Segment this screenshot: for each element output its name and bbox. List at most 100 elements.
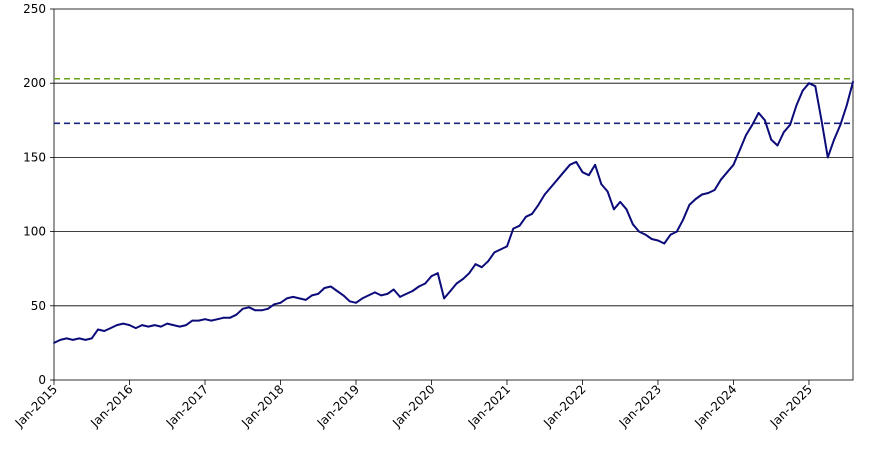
data-point (53, 342, 55, 344)
data-point (185, 324, 188, 326)
data-point (575, 161, 578, 163)
gridlines (54, 82, 853, 307)
data-point (197, 319, 200, 322)
data-point (751, 123, 754, 126)
x-axis: Jan-2015 Jan-2016 Jan-2017 Jan-2018 Jan-2019… (12, 380, 815, 431)
plot-area (53, 8, 854, 381)
data-point (216, 318, 219, 321)
data-point (789, 123, 791, 126)
data-point (304, 299, 307, 301)
y-tick-label: 50 (31, 299, 46, 313)
y-tick-label: 0 (38, 373, 46, 387)
data-point (487, 260, 489, 263)
x-tick-label: Jan-2020 (389, 382, 437, 430)
data-point (90, 337, 93, 340)
data-point (317, 293, 320, 295)
data-point (311, 294, 313, 297)
data-point (235, 313, 238, 316)
data-point (392, 288, 395, 291)
data-point (59, 339, 62, 341)
data-point (405, 293, 408, 295)
data-point (826, 156, 829, 159)
data-point (279, 301, 282, 304)
data-point (814, 85, 817, 88)
data-point (764, 119, 766, 122)
data-point (594, 163, 596, 166)
data-point (613, 208, 615, 211)
data-point (657, 239, 659, 242)
data-point (776, 144, 779, 147)
data-point (619, 201, 622, 203)
data-point (323, 287, 326, 289)
data-point (512, 227, 515, 230)
data-point (122, 322, 125, 325)
data-point (336, 290, 338, 292)
data-point (688, 204, 691, 206)
data-point (248, 306, 250, 309)
data-point (801, 89, 804, 92)
data-point (147, 325, 150, 328)
data-point (795, 104, 798, 107)
data-point (443, 297, 445, 300)
data-point (254, 309, 257, 312)
data-point (109, 327, 112, 329)
data-point (726, 171, 729, 174)
data-point (386, 293, 389, 295)
data-point (134, 327, 137, 329)
y-tick-label: 100 (23, 225, 46, 239)
data-point (600, 183, 603, 186)
y-tick-label: 150 (23, 150, 46, 164)
data-point (153, 324, 156, 326)
data-point (116, 324, 118, 326)
data-point (770, 138, 773, 141)
data-point (455, 282, 458, 285)
data-point (223, 316, 225, 319)
data-point (694, 198, 697, 200)
data-point (342, 294, 345, 297)
x-tick-label: Jan-2017 (163, 382, 211, 430)
data-point (97, 328, 99, 331)
series-layer (53, 80, 854, 344)
data-point (644, 233, 647, 236)
y-tick-label: 250 (23, 2, 46, 16)
data-point (506, 245, 508, 248)
data-point (260, 309, 263, 312)
data-point (833, 138, 835, 141)
data-point (418, 285, 420, 288)
data-point (682, 218, 684, 221)
data-point (374, 291, 376, 294)
data-point (543, 193, 546, 196)
x-tick-label: Jan-2025 (767, 382, 815, 430)
data-point (329, 285, 332, 288)
data-point (292, 296, 294, 298)
data-point (273, 303, 276, 306)
data-point (128, 324, 131, 326)
data-point (606, 190, 609, 193)
data-point (172, 324, 175, 326)
data-point (707, 192, 710, 194)
data-point (462, 278, 464, 280)
data-point (424, 282, 427, 285)
data-point (436, 272, 439, 275)
data-point (141, 324, 144, 326)
x-tick-label: Jan-2019 (314, 382, 362, 430)
data-point (210, 319, 213, 322)
data-point (562, 171, 565, 174)
data-point (468, 272, 471, 275)
data-point (820, 119, 823, 122)
data-point (745, 134, 747, 137)
data-point (411, 290, 414, 292)
x-tick-label: Jan-2016 (87, 382, 135, 430)
data-point (669, 233, 672, 236)
data-point (474, 263, 477, 266)
data-point (675, 230, 678, 233)
data-point (625, 208, 628, 211)
data-point (229, 316, 232, 319)
data-point (569, 163, 571, 166)
data-point (160, 325, 162, 328)
data-point (84, 339, 87, 341)
data-point (493, 251, 496, 254)
data-point (204, 318, 206, 321)
data-point (348, 300, 351, 303)
data-point (449, 290, 452, 292)
